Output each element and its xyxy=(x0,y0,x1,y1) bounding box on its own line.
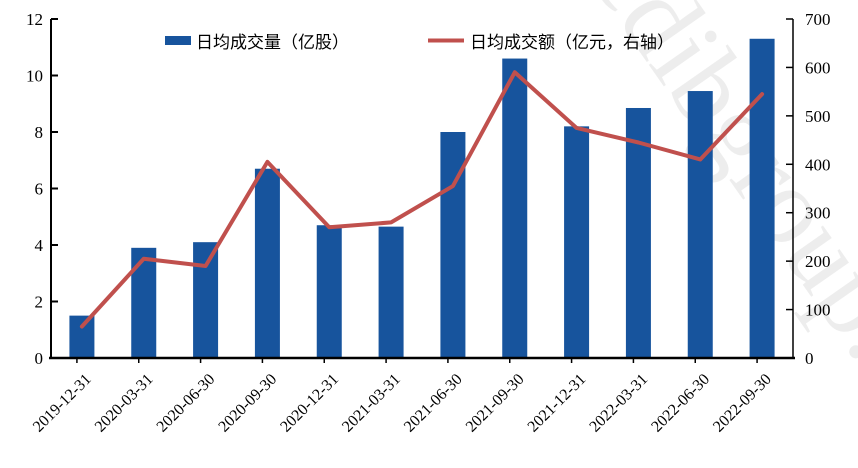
bar-2021-09-30 xyxy=(502,58,528,359)
right-axis-tick-label: 100 xyxy=(805,301,831,320)
legend-bar-label: 日均成交量（亿股） xyxy=(196,33,349,52)
bar-2020-06-30 xyxy=(193,242,219,358)
right-axis-tick-label: 500 xyxy=(805,107,831,126)
bar-2022-03-31 xyxy=(625,107,651,358)
left-axis-tick-label: 4 xyxy=(35,236,44,255)
bar-2022-06-30 xyxy=(687,91,713,358)
bar-2020-09-30 xyxy=(254,168,280,358)
bar-2022-09-30 xyxy=(749,38,775,359)
bar-2021-03-31 xyxy=(378,226,404,358)
x-axis-label: 2020-06-30 xyxy=(154,371,219,436)
bar-2020-03-31 xyxy=(131,247,157,358)
x-axis-label: 2021-12-31 xyxy=(525,371,590,436)
legend-bar-swatch xyxy=(165,36,191,45)
right-axis-tick-label: 300 xyxy=(805,204,831,223)
bar-2020-12-31 xyxy=(316,225,342,358)
right-axis-tick-label: 400 xyxy=(805,155,831,174)
x-axis-label: 2021-06-30 xyxy=(401,371,466,436)
x-axis-label: 2022-09-30 xyxy=(710,371,775,436)
legend-line-label: 日均成交额（亿元，右轴） xyxy=(470,33,674,52)
bar-2019-12-31 xyxy=(69,315,95,358)
left-axis-tick-label: 12 xyxy=(26,10,43,29)
left-axis-tick-label: 10 xyxy=(26,67,43,86)
left-axis-tick-label: 2 xyxy=(35,293,44,312)
right-axis-tick-label: 700 xyxy=(805,10,831,29)
x-axis-label: 2020-03-31 xyxy=(92,371,157,436)
line-series xyxy=(79,70,765,329)
left-axis-tick-label: 8 xyxy=(35,123,44,142)
x-axis-label: 2020-09-30 xyxy=(215,371,280,436)
x-axis-label: 2019-12-31 xyxy=(30,371,95,436)
right-axis-tick-label: 0 xyxy=(805,349,814,368)
x-axis-label: 2020-12-31 xyxy=(277,371,342,436)
x-axis-label: 2021-03-31 xyxy=(339,371,404,436)
right-axis-tick-label: 200 xyxy=(805,252,831,271)
x-axis-label: 2022-06-30 xyxy=(648,371,713,436)
x-axis-label: 2022-03-31 xyxy=(586,371,651,436)
left-axis-tick-label: 0 xyxy=(35,349,44,368)
bar-2021-12-31 xyxy=(564,126,590,358)
right-axis-tick-label: 600 xyxy=(805,58,831,77)
x-axis-label: 2021-09-30 xyxy=(463,371,528,436)
left-axis-tick-label: 6 xyxy=(35,180,44,199)
